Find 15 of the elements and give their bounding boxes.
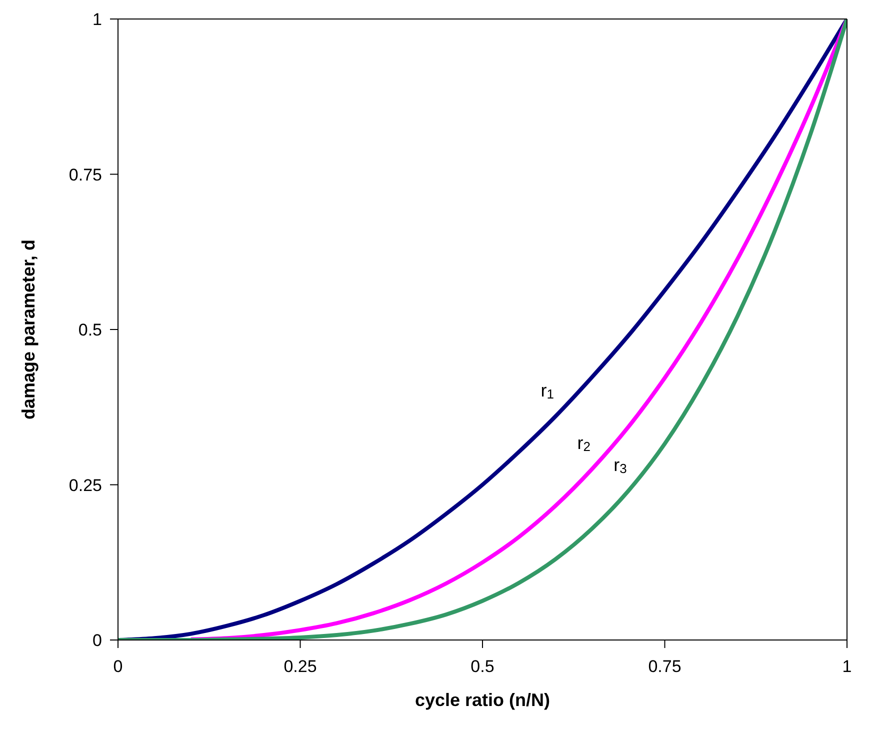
x-tick-label: 1 (842, 657, 852, 676)
y-tick-label: 0.75 (68, 165, 102, 184)
x-tick-label: 0.25 (284, 657, 317, 676)
y-tick-label: 0.5 (78, 320, 102, 340)
y-tick-label: 0 (92, 631, 102, 650)
series-label: r$_{1}$ (540, 380, 554, 402)
y-tick-label: 0.25 (68, 476, 102, 495)
y-tick-label: 1 (92, 10, 102, 30)
series-label: r$_{3}$ (614, 454, 627, 476)
x-tick-label: 0.75 (648, 657, 682, 676)
x-axis-title: cycle ratio (n/N) (414, 690, 550, 710)
y-axis-title: damage parameter, d (18, 239, 38, 420)
x-tick-label: 0 (113, 657, 123, 676)
series-label: r$_{2}$ (577, 433, 590, 455)
x-tick-label: 0.5 (470, 657, 494, 676)
